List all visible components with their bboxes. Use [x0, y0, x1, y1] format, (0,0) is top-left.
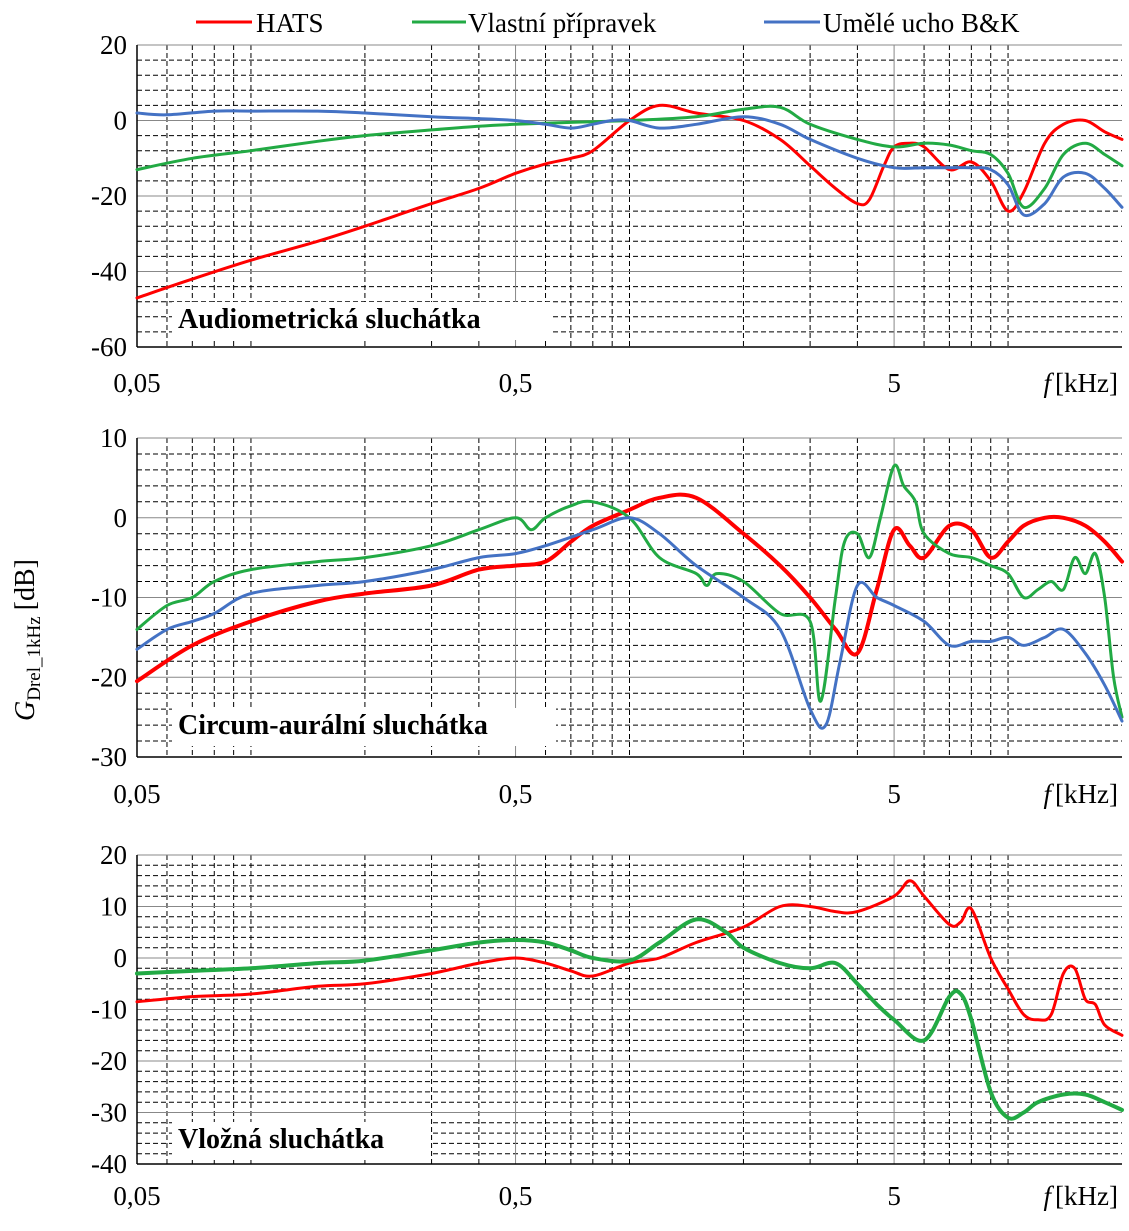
series-line-hats: [135, 492, 1124, 684]
legend-label-vlastni: Vlastní přípravek: [468, 8, 657, 38]
x-tick-label: 0,5: [499, 368, 533, 398]
panel-audiometric: 20 0 -20 -40 -60 0,05 0,5 5 f [kHz] Audiometrická …: [91, 30, 1124, 398]
series-line-umele-ucho-b-k: [135, 109, 1124, 218]
y-tick-label: 10: [100, 423, 127, 453]
panel-title-background: [172, 302, 550, 340]
x-tick-label: 5: [887, 1181, 901, 1211]
x-axis-label-unit: [kHz]: [1055, 1181, 1118, 1211]
y-tick-label: 10: [100, 892, 127, 922]
y-axis-label-sub: Drel_1kHz: [24, 616, 45, 700]
x-tick-label: 0,5: [499, 779, 533, 809]
y-tick-label: -10: [91, 583, 127, 613]
panel-circumaural: 10 0 -10 -20 -30 0,05 0,5 5 f [kHz] Circum-aurální…: [91, 423, 1124, 809]
series-line-vlastni-pripravek: [135, 917, 1124, 1121]
panel-title: Audiometrická sluchátka: [178, 304, 481, 335]
x-tick-label: 0,05: [113, 1181, 160, 1211]
y-tick-label: -40: [91, 257, 127, 287]
x-axis-label-symbol: f: [1044, 1181, 1055, 1211]
panel-title-background: [172, 708, 556, 746]
y-tick-label: 20: [100, 30, 127, 60]
y-tick-label: 0: [114, 106, 128, 136]
panel-insert: 20 10 0 -10 -20 -30 -400,05 0,5 5 f [kHz] Vložná sl…: [91, 840, 1124, 1211]
y-tick-label: -20: [91, 662, 127, 692]
y-axis-label-unit: [dB]: [10, 559, 41, 610]
y-tick-label: -20: [91, 181, 127, 211]
panel-title: Vložná sluchátka: [178, 1124, 384, 1155]
x-axis-label-unit: [kHz]: [1055, 779, 1118, 809]
legend-label-hats: HATS: [256, 8, 324, 38]
x-tick-label: 0,05: [113, 368, 160, 398]
y-axis-label-main: G: [10, 701, 41, 721]
x-tick-label: 0,5: [499, 1181, 533, 1211]
x-tick-label: 5: [887, 779, 901, 809]
x-axis-label-symbol: f: [1044, 368, 1055, 398]
x-axis-label: f [kHz]: [1044, 368, 1118, 398]
x-axis-label-unit: [kHz]: [1055, 368, 1118, 398]
series-line-hats: [135, 103, 1124, 300]
x-axis-label: f [kHz]: [1044, 1181, 1118, 1211]
x-tick-label: 0,05: [113, 779, 160, 809]
y-tick-label: 0: [114, 943, 128, 973]
panel-title-background: [172, 1122, 430, 1160]
y-tick-label: -30: [91, 742, 127, 772]
y-tick-label: -20: [91, 1046, 127, 1076]
y-tick-label: -40: [91, 1149, 127, 1179]
legend-label-bk: Umělé ucho B&K: [823, 8, 1020, 38]
series-line-umele-ucho-b-k: [135, 516, 1124, 730]
x-axis-label: f [kHz]: [1044, 779, 1118, 809]
y-tick-label: 0: [114, 503, 128, 533]
y-tick-label: -60: [91, 332, 127, 362]
y-tick-label: 20: [100, 840, 127, 870]
y-axis-label: GDrel_1kHz [dB]: [10, 559, 45, 721]
series-line-vlastni-pripravek: [135, 104, 1124, 210]
x-tick-label: 5: [887, 368, 901, 398]
panel-title: Circum-aurální sluchátka: [178, 710, 488, 741]
y-tick-label: -10: [91, 995, 127, 1025]
y-tick-label: -30: [91, 1098, 127, 1128]
legend: HATS Vlastní přípravek Umělé ucho B&K: [196, 8, 1020, 38]
series-line-vlastni-pripravek: [135, 463, 1124, 719]
x-axis-label-symbol: f: [1044, 779, 1055, 809]
series-line-hats: [135, 879, 1124, 1037]
